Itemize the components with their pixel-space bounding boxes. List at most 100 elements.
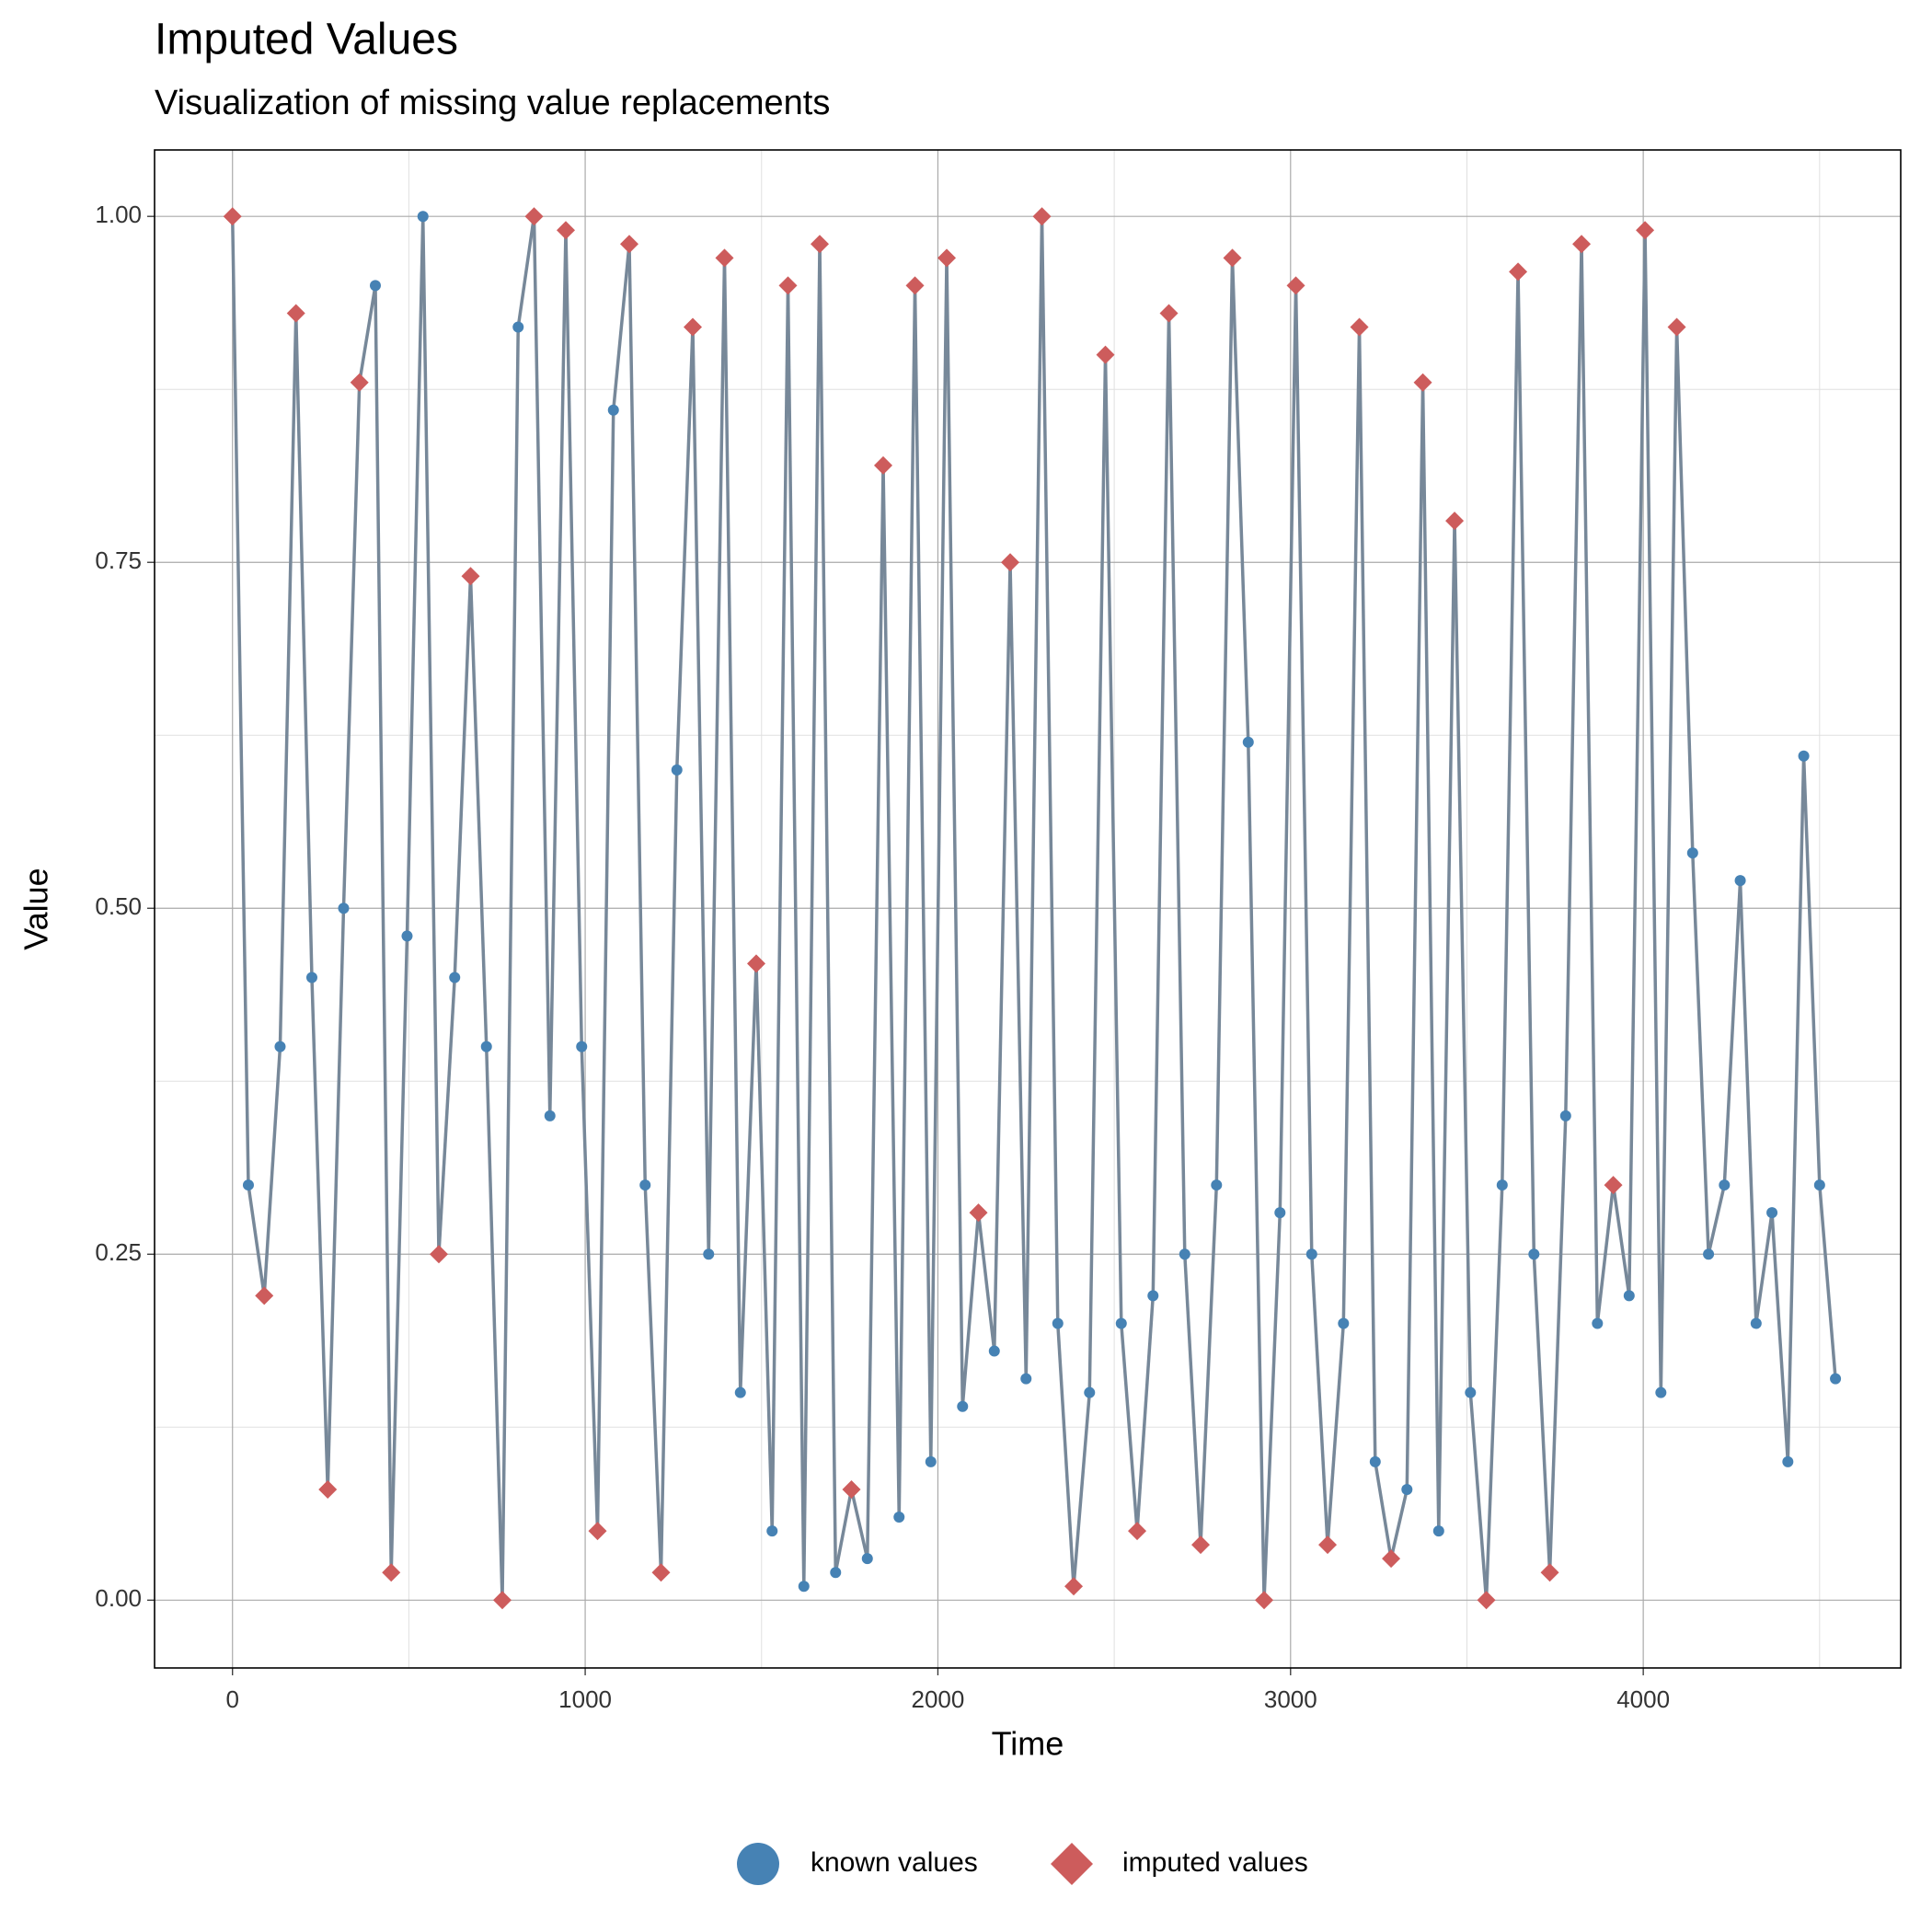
known-point (893, 1512, 905, 1524)
known-point (1496, 1179, 1508, 1191)
connecting-line (341, 382, 362, 909)
known-point (988, 1345, 1000, 1357)
known-point (925, 1455, 937, 1467)
connecting-line (1532, 1254, 1552, 1573)
imputed-point (747, 954, 766, 973)
connecting-line (818, 244, 838, 1573)
connecting-line (564, 230, 583, 1047)
known-point (734, 1386, 746, 1398)
known-point (798, 1581, 810, 1593)
connecting-line (612, 244, 631, 410)
connecting-line (1770, 1213, 1790, 1463)
connecting-line (1484, 1185, 1504, 1601)
connecting-line (1072, 1392, 1092, 1587)
connecting-line (1580, 244, 1600, 1324)
connecting-line (722, 258, 742, 1393)
imputed-point (874, 455, 893, 475)
known-point (1115, 1317, 1127, 1329)
connecting-line (1024, 216, 1044, 1379)
known-point (576, 1041, 588, 1052)
imputed-point (382, 1563, 401, 1582)
imputed-point (778, 276, 798, 295)
imputed-point (1064, 1577, 1084, 1596)
known-point (1084, 1386, 1096, 1398)
imputed-point (905, 276, 925, 295)
connecting-line (437, 977, 456, 1255)
legend-label: known values (811, 1847, 978, 1878)
connecting-line (929, 258, 949, 1462)
connecting-line (1357, 327, 1377, 1462)
connecting-line (580, 1046, 600, 1532)
connecting-line (389, 936, 409, 1573)
connecting-line (913, 285, 933, 1462)
imputed-point (1509, 262, 1528, 282)
known-point (1211, 1179, 1223, 1191)
connecting-line (643, 1184, 663, 1573)
known-point (1401, 1483, 1413, 1495)
connecting-line (707, 258, 727, 1255)
imputed-point (1159, 304, 1179, 323)
connecting-line (516, 215, 536, 328)
imputed-point (429, 1245, 448, 1264)
imputed-point (842, 1479, 861, 1499)
connecting-line (897, 285, 917, 1518)
connecting-line (1135, 1295, 1156, 1532)
connecting-line (1294, 285, 1314, 1255)
connecting-line (468, 576, 489, 1047)
connecting-line (326, 908, 346, 1490)
known-point (369, 280, 381, 292)
known-point (1830, 1373, 1842, 1385)
connecting-line (1310, 1254, 1329, 1546)
y-tick-label: 0.00 (95, 1584, 142, 1612)
connecting-line (960, 1213, 981, 1407)
connecting-line (754, 963, 775, 1532)
panel-border (154, 149, 1902, 1669)
connecting-line (1183, 1254, 1202, 1546)
known-point (480, 1041, 492, 1052)
imputed-point (1001, 553, 1020, 572)
known-point (830, 1567, 842, 1579)
known-point (417, 211, 429, 223)
known-point (1734, 875, 1746, 887)
imputed-point (811, 235, 830, 254)
connecting-line (1627, 230, 1647, 1296)
connecting-line (532, 216, 552, 1116)
known-point (607, 404, 619, 416)
known-point (1052, 1317, 1064, 1329)
imputed-point (1477, 1591, 1496, 1610)
connecting-line (1738, 880, 1758, 1324)
imputed-point (1350, 317, 1369, 337)
connecting-line (675, 327, 695, 770)
imputed-point (1413, 373, 1432, 392)
connecting-line (405, 216, 425, 937)
connecting-line (1707, 1184, 1727, 1255)
connecting-line (1818, 1184, 1837, 1379)
connecting-line (1056, 1323, 1075, 1587)
connecting-line (310, 977, 329, 1490)
connecting-line (1341, 327, 1362, 1324)
connecting-line (1326, 1323, 1346, 1546)
known-point (338, 903, 350, 914)
connecting-line (1405, 382, 1425, 1489)
x-tick-label: 3000 (1264, 1685, 1317, 1713)
imputed-point (937, 248, 957, 268)
known-point (544, 1110, 556, 1121)
connecting-line (739, 963, 758, 1393)
connecting-line (293, 313, 314, 978)
connecting-line (770, 285, 790, 1532)
legend-label: imputed values (1122, 1847, 1308, 1878)
imputed-point (318, 1479, 338, 1499)
known-point (1798, 750, 1810, 762)
legend: known values imputed values (737, 1843, 1308, 1885)
known-point (1465, 1386, 1477, 1398)
connecting-line (230, 216, 250, 1186)
y-tick-label: 0.25 (95, 1238, 142, 1266)
known-point (449, 972, 461, 983)
known-point (1020, 1373, 1032, 1385)
connecting-line (1674, 327, 1695, 854)
x-tick-label: 2000 (912, 1685, 965, 1713)
connecting-line (1643, 230, 1663, 1393)
connecting-line (1611, 1184, 1631, 1296)
imputed-point (255, 1286, 274, 1305)
